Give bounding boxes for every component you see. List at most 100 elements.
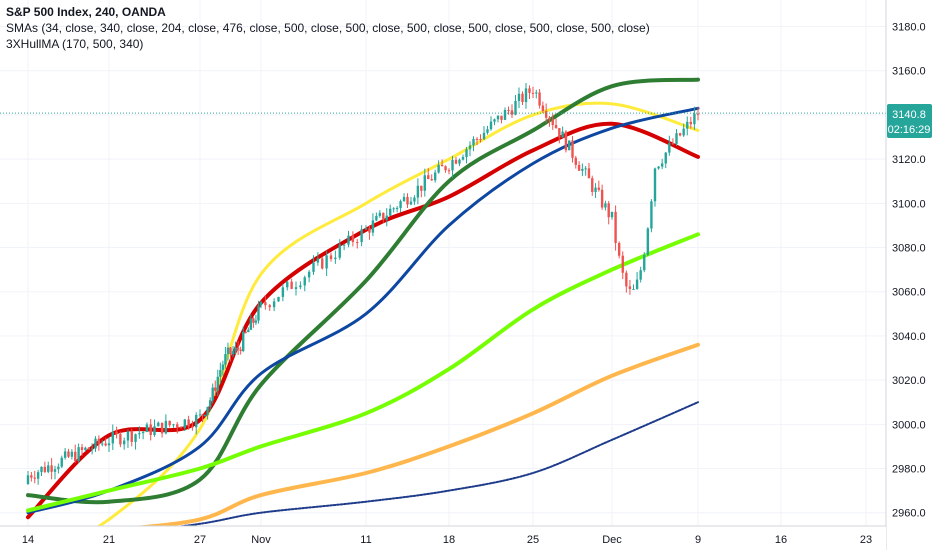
candle-body	[111, 431, 114, 444]
candle-body	[94, 438, 97, 449]
candle-body	[334, 257, 337, 260]
candle-body	[668, 143, 671, 153]
candle-body	[351, 235, 355, 243]
candle-body	[211, 387, 214, 401]
price-axis-background[interactable]	[886, 0, 932, 550]
candle-body	[628, 286, 632, 289]
candle-body	[375, 215, 378, 221]
candle-body	[682, 128, 685, 136]
candle-body	[203, 414, 207, 416]
x-tick-label: 25	[527, 534, 539, 546]
candle-body	[465, 149, 468, 158]
candle-body	[290, 281, 293, 289]
y-tick-label: 3180.0	[892, 22, 926, 34]
candle-body	[57, 466, 60, 470]
candle-body	[316, 258, 320, 263]
last-price-box	[887, 104, 932, 138]
candle-body	[514, 100, 517, 115]
candle-body	[90, 448, 94, 450]
candle-body	[249, 318, 253, 330]
hull-indicator-label[interactable]: 3XHullMA (170, 500, 340)	[6, 37, 144, 51]
candle-body	[277, 296, 280, 302]
candle-body	[70, 451, 74, 457]
candle-body	[574, 157, 577, 165]
candle-body	[614, 211, 617, 244]
candle-body	[286, 281, 289, 288]
time-axis-background[interactable]	[0, 526, 886, 550]
candle-body	[101, 443, 104, 445]
candle-body	[247, 329, 250, 333]
candle-body	[77, 447, 80, 462]
candle-body	[338, 244, 341, 258]
candle-body	[115, 431, 118, 435]
x-tick-label: 14	[22, 534, 34, 546]
candle-body	[219, 370, 222, 377]
candle-body	[201, 414, 204, 416]
candle-body	[650, 201, 653, 229]
candle-body	[360, 229, 363, 243]
candle-body	[607, 203, 610, 218]
x-tick-label: Dec	[602, 534, 622, 546]
candle-body	[427, 175, 430, 180]
candle-body	[191, 426, 194, 428]
candle-body	[521, 93, 524, 102]
candle-body	[548, 117, 551, 120]
candle-body	[535, 92, 538, 94]
candle-body	[244, 331, 247, 333]
x-tick-label: 11	[360, 534, 371, 546]
candle-body	[43, 466, 47, 472]
candle-body	[528, 88, 531, 93]
candle-body	[444, 166, 447, 171]
candle-body	[40, 466, 43, 473]
candle-body	[686, 121, 689, 129]
sma-indicator-label[interactable]: SMAs (34, close, 340, close, 204, close,…	[6, 21, 650, 35]
indicator-line-3	[26, 77, 700, 505]
candle-body	[107, 443, 111, 446]
candle-body	[538, 92, 541, 106]
candle-body	[581, 168, 584, 171]
candle-body	[307, 271, 311, 278]
indicator-line-6	[26, 342, 700, 542]
candle-body	[660, 163, 664, 167]
candle-body	[524, 88, 528, 102]
candle-body	[141, 431, 145, 434]
y-tick-label: 3040.0	[892, 331, 926, 343]
candle-body	[84, 447, 87, 451]
candle-body	[122, 440, 126, 445]
candle-body	[479, 139, 482, 141]
candle-body	[594, 187, 597, 192]
candle-body	[239, 349, 242, 351]
candle-body	[678, 133, 682, 136]
candle-body	[409, 201, 413, 205]
candle-body	[433, 172, 437, 181]
candle-body	[60, 457, 63, 467]
candle-body	[489, 121, 493, 130]
y-tick-label: 3160.0	[892, 66, 926, 78]
candle-body	[356, 242, 359, 244]
candle-body	[67, 451, 70, 457]
candle-body	[157, 422, 160, 427]
candle-body	[153, 426, 156, 436]
candle-body	[364, 228, 368, 230]
candle-body	[272, 301, 276, 308]
x-tick-label: 27	[194, 534, 206, 546]
candle-body	[664, 152, 667, 164]
candle-body	[600, 189, 604, 208]
candle-body	[252, 318, 255, 323]
candle-body	[437, 164, 440, 173]
x-tick-label: 9	[695, 534, 701, 546]
candle-body	[149, 424, 152, 436]
candle-body	[321, 258, 324, 269]
candle-body	[242, 331, 245, 351]
candle-body	[259, 302, 263, 306]
candle-body	[454, 159, 458, 164]
candle-body	[689, 121, 693, 125]
candle-body	[254, 320, 258, 323]
candle-body	[104, 443, 107, 446]
candle-body	[646, 228, 650, 255]
candle-body	[206, 406, 209, 415]
candle-body	[30, 475, 33, 478]
candle-body	[696, 113, 700, 115]
symbol-title[interactable]: S&P 500 Index, 240, OANDA	[6, 5, 166, 19]
